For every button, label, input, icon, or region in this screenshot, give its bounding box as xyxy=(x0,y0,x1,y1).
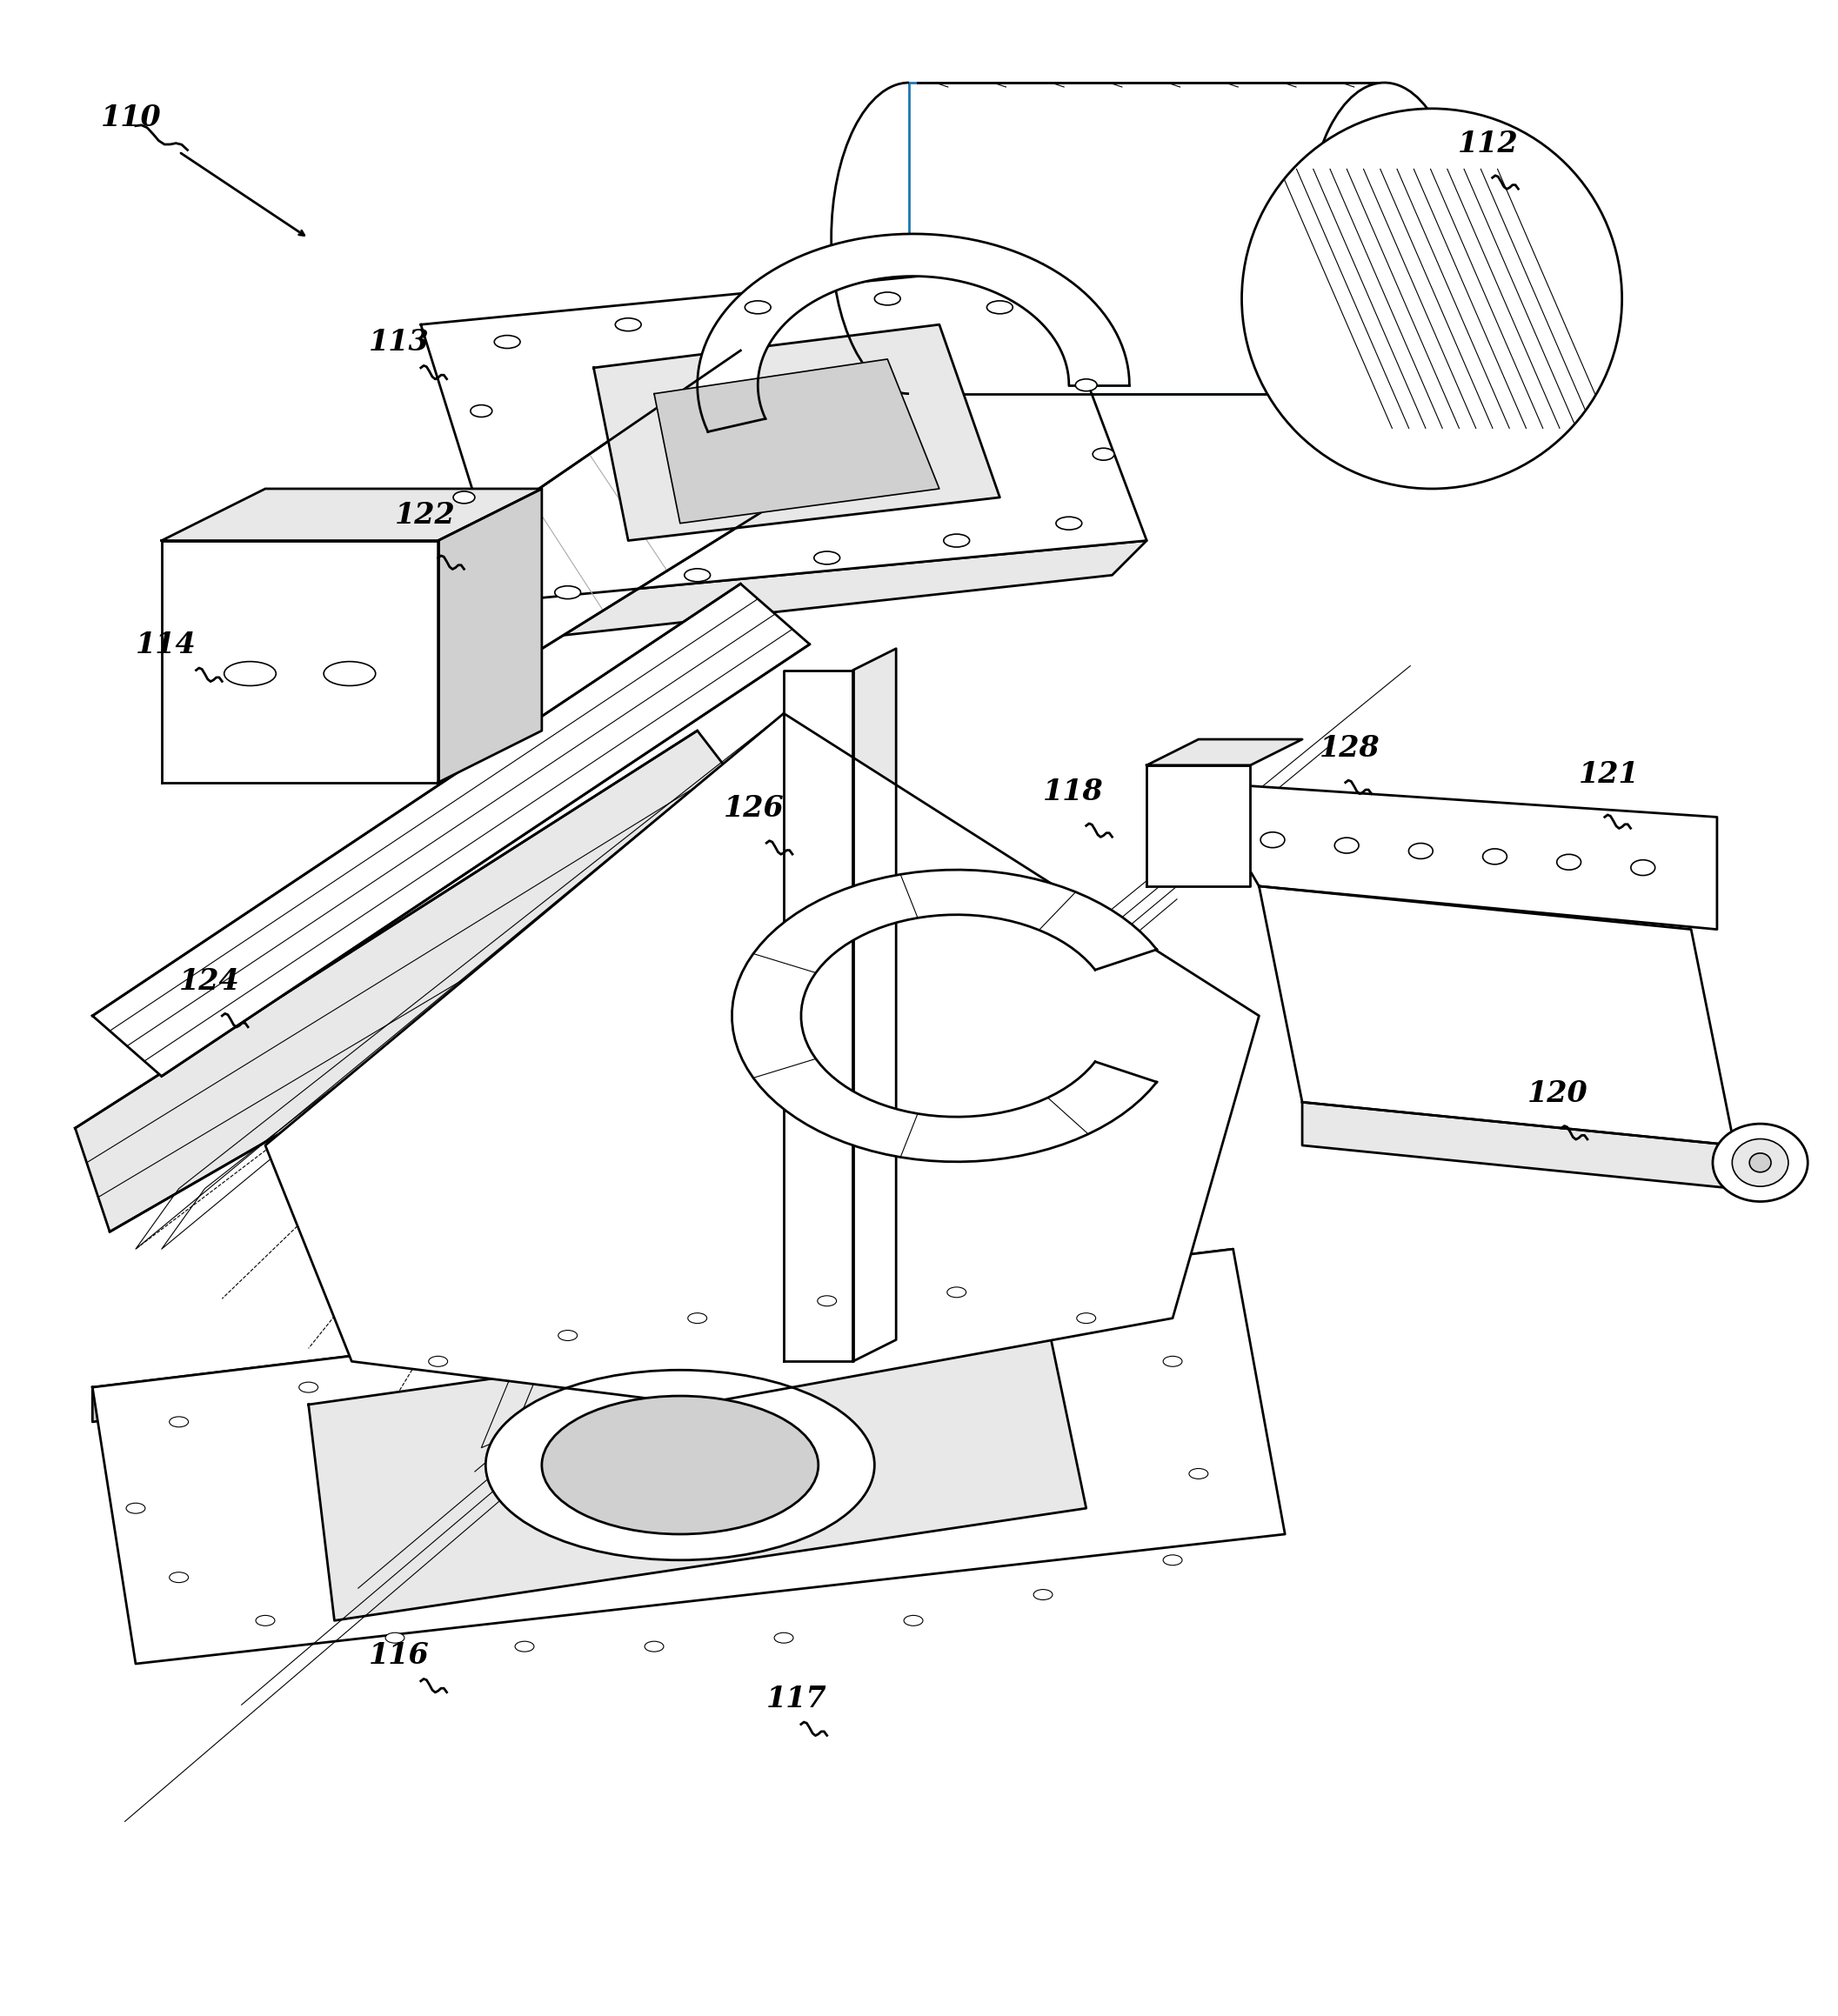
Ellipse shape xyxy=(428,1357,448,1367)
Polygon shape xyxy=(783,669,853,1361)
Polygon shape xyxy=(654,359,939,524)
Ellipse shape xyxy=(814,552,840,564)
Ellipse shape xyxy=(818,1296,836,1306)
Polygon shape xyxy=(1303,1103,1735,1189)
Ellipse shape xyxy=(515,1641,535,1651)
Polygon shape xyxy=(162,488,542,540)
Ellipse shape xyxy=(1033,1589,1053,1601)
Ellipse shape xyxy=(1713,1123,1809,1202)
Ellipse shape xyxy=(559,1331,577,1341)
Text: 124: 124 xyxy=(178,968,239,996)
Ellipse shape xyxy=(471,405,493,417)
Text: 118: 118 xyxy=(1042,776,1103,806)
Ellipse shape xyxy=(224,661,276,685)
Polygon shape xyxy=(482,540,1147,645)
Text: 110: 110 xyxy=(101,103,162,131)
Ellipse shape xyxy=(1242,109,1621,488)
Ellipse shape xyxy=(1483,849,1507,865)
Ellipse shape xyxy=(1307,83,1461,393)
Polygon shape xyxy=(1147,740,1303,766)
Polygon shape xyxy=(1198,782,1717,929)
Ellipse shape xyxy=(1334,839,1358,853)
Ellipse shape xyxy=(1163,1357,1182,1367)
Polygon shape xyxy=(853,649,897,1361)
Ellipse shape xyxy=(645,1641,664,1651)
Polygon shape xyxy=(92,585,811,1077)
Polygon shape xyxy=(92,1250,1233,1421)
Polygon shape xyxy=(732,869,1156,1161)
Ellipse shape xyxy=(1557,855,1581,869)
Ellipse shape xyxy=(300,1383,318,1393)
Ellipse shape xyxy=(494,335,520,349)
Polygon shape xyxy=(1259,887,1735,1145)
Ellipse shape xyxy=(687,1312,708,1322)
Ellipse shape xyxy=(169,1417,187,1427)
Ellipse shape xyxy=(744,300,770,314)
Text: 112: 112 xyxy=(1458,129,1518,157)
Ellipse shape xyxy=(1189,1468,1208,1480)
Ellipse shape xyxy=(904,1615,923,1625)
Ellipse shape xyxy=(987,300,1013,314)
Ellipse shape xyxy=(774,1633,794,1643)
Ellipse shape xyxy=(1163,1554,1182,1564)
Polygon shape xyxy=(594,325,1000,540)
Text: 117: 117 xyxy=(766,1683,827,1714)
Polygon shape xyxy=(910,83,1384,393)
Polygon shape xyxy=(309,1300,1086,1621)
Ellipse shape xyxy=(454,492,474,504)
Ellipse shape xyxy=(323,661,375,685)
Text: 121: 121 xyxy=(1579,760,1639,788)
Polygon shape xyxy=(437,488,542,782)
Ellipse shape xyxy=(616,319,641,331)
Text: 126: 126 xyxy=(724,794,785,823)
Ellipse shape xyxy=(875,292,901,304)
Ellipse shape xyxy=(1750,1153,1772,1171)
Ellipse shape xyxy=(1630,861,1654,875)
Ellipse shape xyxy=(1408,843,1434,859)
Polygon shape xyxy=(421,264,1147,601)
Ellipse shape xyxy=(1731,1139,1788,1185)
Polygon shape xyxy=(265,714,1259,1405)
Ellipse shape xyxy=(1261,833,1285,847)
Polygon shape xyxy=(92,1250,1285,1663)
Ellipse shape xyxy=(555,587,581,599)
Polygon shape xyxy=(697,234,1129,431)
Ellipse shape xyxy=(947,1286,967,1298)
Ellipse shape xyxy=(1094,448,1114,460)
Polygon shape xyxy=(1147,766,1250,887)
Ellipse shape xyxy=(255,1615,276,1625)
Ellipse shape xyxy=(1077,1312,1095,1322)
Ellipse shape xyxy=(943,534,970,546)
Text: 113: 113 xyxy=(369,329,430,357)
Polygon shape xyxy=(437,351,827,669)
Ellipse shape xyxy=(127,1504,145,1514)
Ellipse shape xyxy=(386,1633,404,1643)
Text: 120: 120 xyxy=(1527,1079,1588,1109)
Polygon shape xyxy=(162,540,437,782)
Ellipse shape xyxy=(169,1572,187,1583)
Text: 122: 122 xyxy=(395,500,456,530)
Ellipse shape xyxy=(542,1395,818,1534)
Text: 128: 128 xyxy=(1320,734,1380,762)
Ellipse shape xyxy=(1057,516,1083,530)
Ellipse shape xyxy=(485,1371,875,1560)
Ellipse shape xyxy=(684,569,709,583)
Text: 116: 116 xyxy=(369,1641,430,1669)
Polygon shape xyxy=(75,730,783,1232)
Text: 114: 114 xyxy=(136,631,197,659)
Ellipse shape xyxy=(1075,379,1097,391)
